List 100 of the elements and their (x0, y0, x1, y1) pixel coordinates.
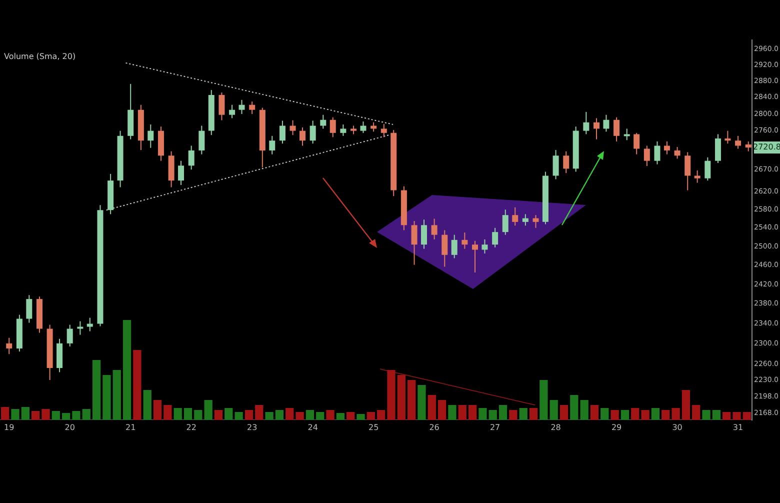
candlestick (624, 128, 630, 141)
chart-title: Volume (Sma, 20) (4, 52, 76, 61)
candlestick (249, 101, 256, 114)
bar (712, 410, 720, 420)
bar (194, 410, 202, 420)
x-tick-label: 23 (246, 422, 258, 432)
bar (478, 408, 487, 420)
candlestick (86, 317, 93, 332)
bar (153, 400, 162, 420)
candlestick (198, 125, 205, 155)
bar (1, 407, 10, 420)
candlestick (522, 214, 528, 226)
candlestick (694, 170, 700, 184)
bar (682, 390, 690, 420)
candlestick (77, 320, 84, 336)
candlestick (178, 160, 184, 186)
bar (397, 375, 406, 420)
candlestick (714, 134, 721, 164)
bar (692, 405, 700, 420)
bar (11, 409, 20, 420)
candlestick (411, 220, 418, 266)
bar (742, 412, 751, 420)
bar (560, 405, 568, 420)
bar (42, 409, 50, 420)
bar (722, 412, 731, 420)
bar (662, 410, 670, 420)
candlestick (310, 120, 316, 144)
candlestick (340, 124, 346, 136)
candlestick (188, 145, 194, 170)
bar (133, 350, 142, 420)
x-tick-label: 28 (550, 422, 561, 432)
bar (498, 405, 508, 420)
bar (143, 390, 152, 420)
bar (702, 410, 710, 420)
candlestick (330, 116, 336, 138)
candlestick (420, 219, 427, 250)
bar (316, 412, 324, 420)
candlestick (6, 337, 12, 355)
bar (651, 408, 660, 420)
x-tick-label: 29 (611, 422, 622, 432)
candlestick (603, 114, 610, 132)
candlestick (26, 294, 32, 324)
bar (164, 405, 172, 420)
candlestick (684, 152, 691, 191)
candlestick (320, 114, 326, 130)
bar (600, 408, 609, 420)
bar (631, 408, 640, 420)
candlestick (442, 230, 448, 268)
bar (366, 412, 375, 420)
bar (468, 405, 477, 420)
bar (590, 405, 599, 420)
candlestick (492, 227, 498, 248)
candlestick (724, 130, 731, 144)
bar (672, 408, 680, 420)
bar (448, 405, 456, 420)
x-tick-label: 24 (308, 422, 318, 432)
bar (224, 408, 233, 420)
bar (326, 410, 334, 420)
bar (265, 412, 274, 420)
bar (540, 380, 548, 420)
bar (428, 395, 436, 420)
bar (580, 400, 588, 420)
bar (356, 414, 365, 420)
candlestick (704, 156, 711, 182)
candlestick (279, 120, 286, 144)
candlestick (745, 140, 752, 152)
bar (641, 410, 650, 420)
x-tick-label: 26 (429, 422, 440, 432)
bar (438, 400, 446, 420)
candlestick (462, 232, 468, 250)
bar (458, 405, 466, 420)
x-tick-label: 22 (186, 422, 196, 432)
bar (610, 410, 619, 420)
bar (255, 405, 264, 420)
candlestick (735, 135, 742, 150)
x-tick-label: 19 (4, 422, 14, 432)
candlestick (482, 238, 488, 254)
candlestick (269, 135, 276, 155)
bar (102, 375, 111, 420)
candlestick (644, 145, 650, 167)
candlestick (66, 324, 73, 347)
bar (286, 408, 294, 420)
bar (620, 410, 630, 420)
candlestick (614, 116, 620, 142)
candlestick (583, 111, 590, 135)
bar (570, 395, 578, 420)
bar (92, 360, 101, 420)
bar (72, 411, 80, 420)
bar (296, 412, 304, 420)
x-tick-label: 31 (732, 422, 744, 432)
bar (214, 410, 223, 420)
bar (529, 408, 538, 420)
candlestick (370, 122, 377, 132)
bar (346, 412, 355, 420)
candlestick (532, 214, 539, 228)
bar (52, 411, 60, 420)
candlestick (512, 206, 518, 226)
candlestick (380, 124, 387, 138)
candlestick (502, 209, 508, 236)
candlestick (552, 150, 559, 180)
